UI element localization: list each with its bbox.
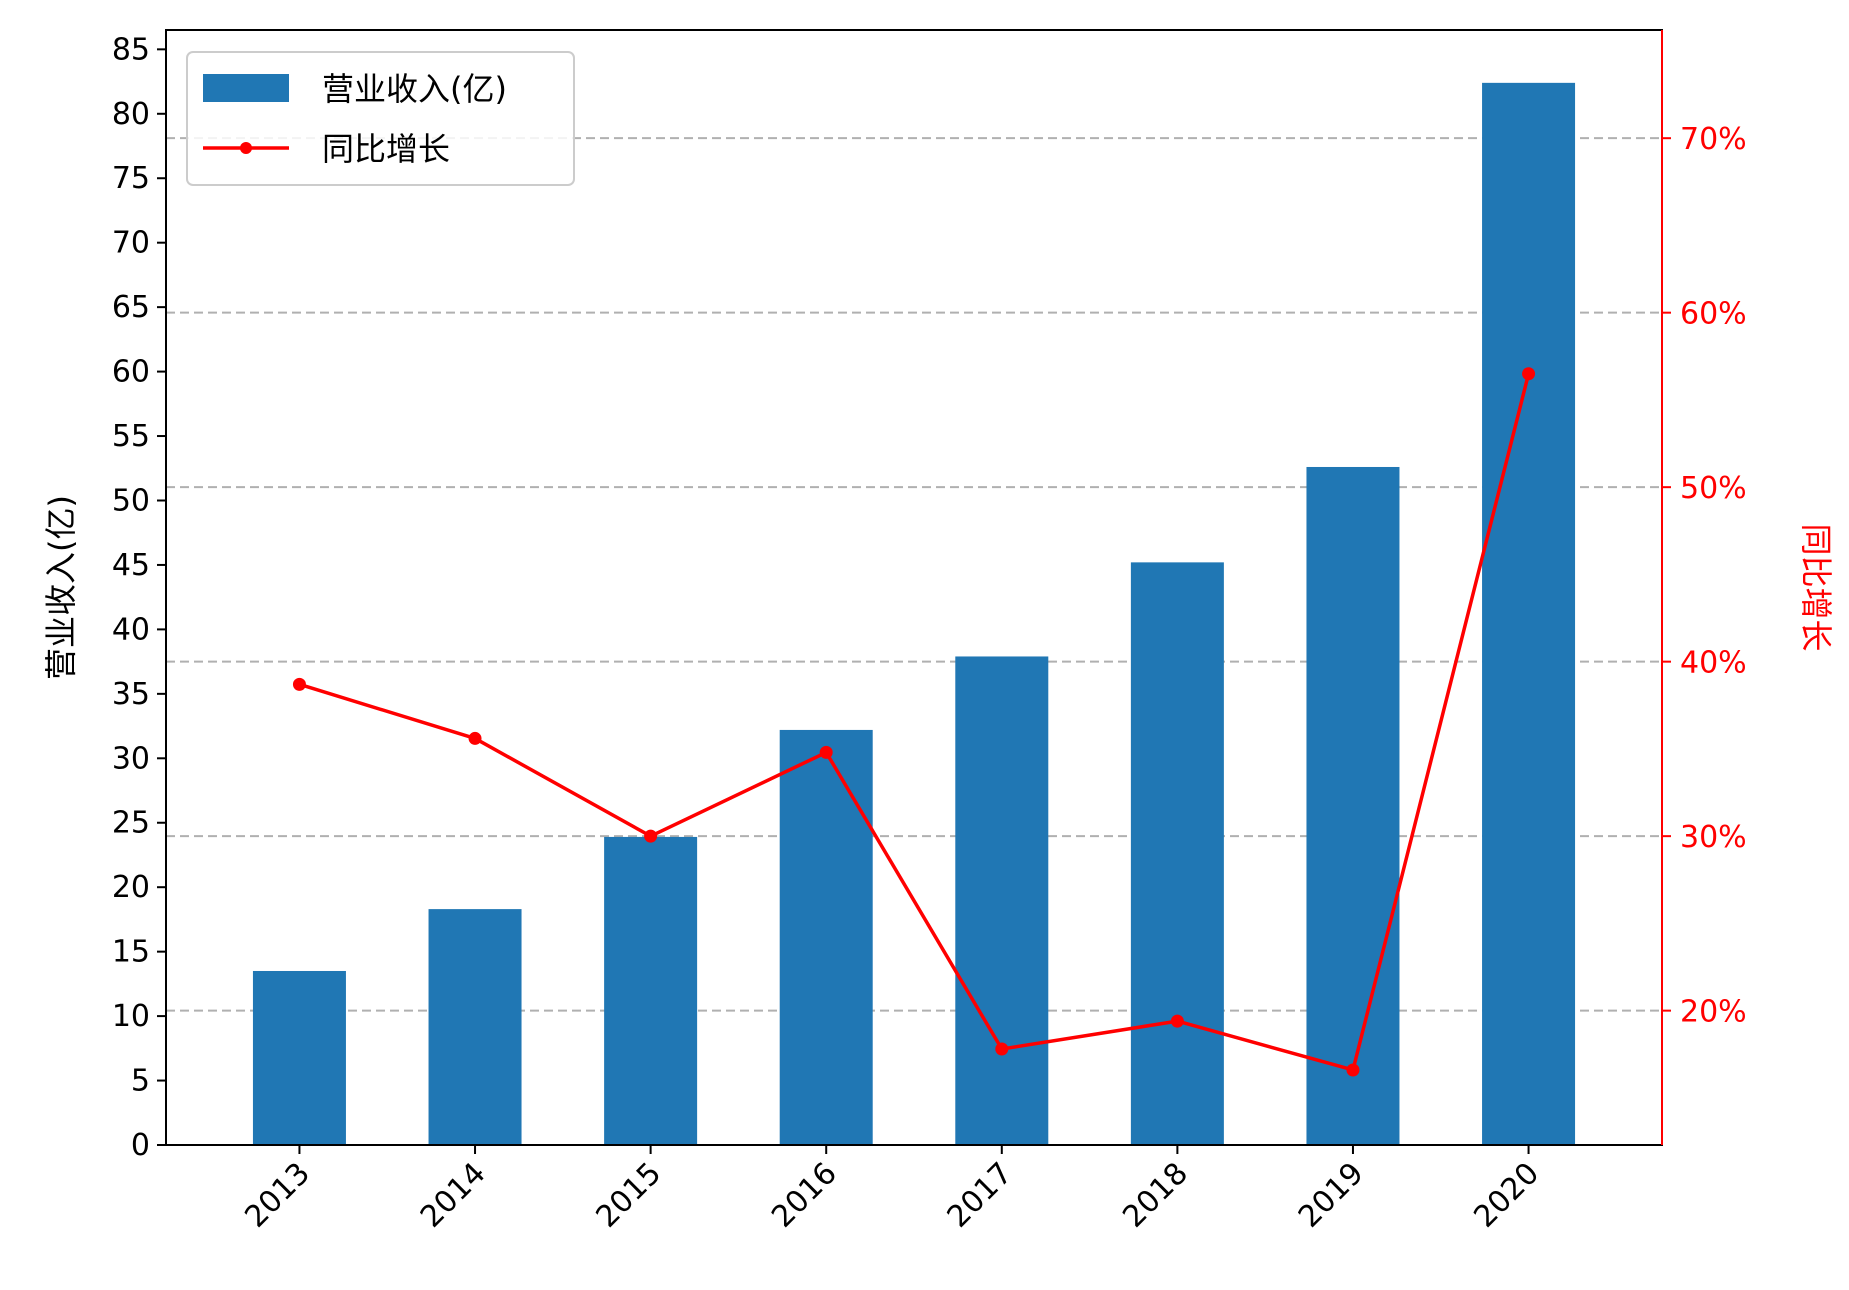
bar-2015 xyxy=(604,836,698,1145)
left-tick-label-80: 80 xyxy=(112,97,150,132)
bar-2019 xyxy=(1306,466,1400,1145)
bar-2013 xyxy=(252,970,346,1145)
left-tick-label-85: 85 xyxy=(112,32,150,67)
growth-line xyxy=(298,373,1531,1072)
bar-2018 xyxy=(1130,562,1224,1145)
legend-label-growth: 同比增长 xyxy=(322,130,450,168)
growth-point-2015 xyxy=(644,829,658,843)
x-tick-label-2016: 2016 xyxy=(765,1156,844,1235)
left-tick-label-30: 30 xyxy=(112,741,150,776)
bar-series xyxy=(252,82,1576,1145)
growth-point-2020 xyxy=(1522,367,1536,381)
left-tick-label-65: 65 xyxy=(112,290,150,325)
right-tick-label-60pct: 60% xyxy=(1680,297,1747,332)
x-tick-label-2020: 2020 xyxy=(1467,1156,1546,1235)
plot-frame xyxy=(165,29,1663,1146)
x-tick-label-2019: 2019 xyxy=(1292,1156,1371,1235)
bar-2017 xyxy=(955,656,1049,1145)
left-tick-label-20: 20 xyxy=(112,870,150,905)
left-tick-label-5: 5 xyxy=(131,1064,150,1099)
right-tick-label-20pct: 20% xyxy=(1680,995,1747,1030)
bar-2020 xyxy=(1482,82,1576,1145)
x-tick-label-2015: 2015 xyxy=(590,1156,669,1235)
legend: 营业收入(亿) 同比增长 xyxy=(186,51,575,186)
growth-point-2014 xyxy=(468,731,482,745)
bar-2016 xyxy=(779,729,873,1145)
y-axis-title-right: 同比增长 xyxy=(1797,523,1835,651)
left-tick-label-55: 55 xyxy=(112,419,150,454)
legend-bar-swatch xyxy=(203,74,289,102)
left-tick-label-0: 0 xyxy=(131,1128,150,1163)
x-tick-label-2014: 2014 xyxy=(414,1156,493,1235)
growth-point-2018 xyxy=(1170,1014,1184,1028)
growth-point-2019 xyxy=(1346,1063,1360,1077)
left-tick-label-45: 45 xyxy=(112,548,150,583)
line-series xyxy=(292,367,1536,1077)
right-tick-label-40pct: 40% xyxy=(1680,646,1747,681)
left-tick-label-40: 40 xyxy=(112,612,150,647)
right-tick-label-50pct: 50% xyxy=(1680,471,1747,506)
left-tick-label-70: 70 xyxy=(112,226,150,261)
right-tick-label-30pct: 30% xyxy=(1680,820,1747,855)
growth-point-2013 xyxy=(292,677,306,691)
legend-line-marker xyxy=(240,142,252,154)
grid-lines xyxy=(166,137,1662,1012)
bar-2014 xyxy=(428,909,522,1145)
left-tick-label-75: 75 xyxy=(112,161,150,196)
y-axis-title-left: 营业收入(亿) xyxy=(42,495,80,680)
left-tick-label-35: 35 xyxy=(112,677,150,712)
left-tick-label-50: 50 xyxy=(112,483,150,518)
left-tick-label-60: 60 xyxy=(112,355,150,390)
legend-label-revenue: 营业收入(亿) xyxy=(322,70,507,108)
growth-point-2016 xyxy=(819,745,833,759)
left-tick-label-10: 10 xyxy=(112,999,150,1034)
x-tick-label-2017: 2017 xyxy=(941,1156,1020,1235)
left-tick-label-15: 15 xyxy=(112,935,150,970)
right-tick-label-70pct: 70% xyxy=(1680,122,1747,157)
x-tick-label-2013: 2013 xyxy=(238,1156,317,1235)
growth-point-2017 xyxy=(995,1042,1009,1056)
left-tick-label-25: 25 xyxy=(112,806,150,841)
x-tick-label-2018: 2018 xyxy=(1116,1156,1195,1235)
